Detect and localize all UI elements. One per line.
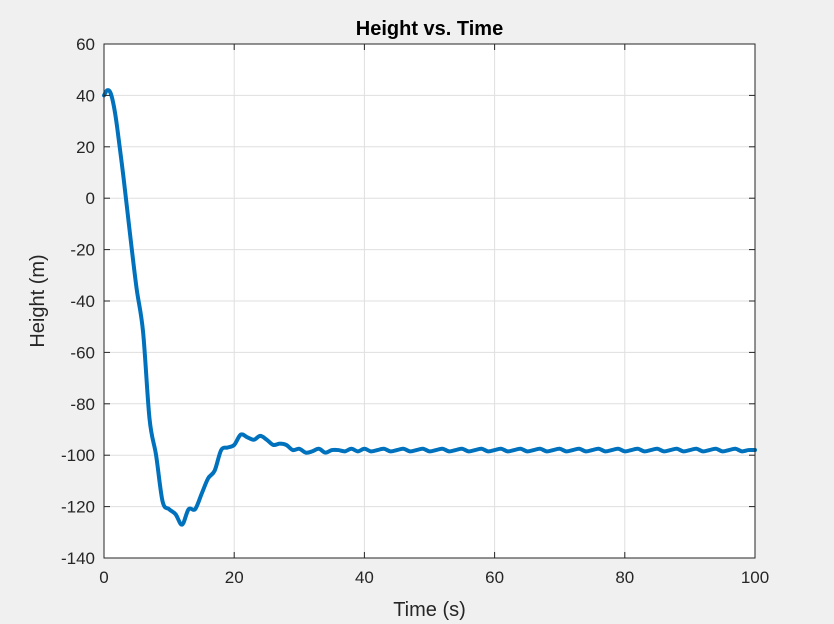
y-tick-label: -120 (61, 498, 95, 517)
y-tick-label: 20 (76, 138, 95, 157)
y-tick-label: 0 (86, 189, 95, 208)
y-tick-label: 60 (76, 35, 95, 54)
grid (103, 43, 756, 559)
x-tick-label: 20 (225, 568, 244, 587)
y-axis-ticks: -140 -120 -100 -80 -60 -40 -20 0 20 40 60 (61, 35, 755, 568)
y-tick-label: 40 (76, 86, 95, 105)
series-layer (102, 88, 757, 527)
x-axis-ticks: 0 20 40 60 80 100 (99, 44, 769, 587)
height-series-line (102, 88, 757, 527)
x-axis-label: Time (s) (393, 599, 466, 621)
x-tick-label: 0 (99, 568, 108, 587)
chart-title: Height vs. Time (356, 18, 503, 40)
y-tick-label: -100 (61, 446, 95, 465)
y-tick-label: -40 (70, 292, 95, 311)
x-tick-label: 100 (741, 568, 769, 587)
y-tick-label: -140 (61, 549, 95, 568)
y-axis-label: Height (m) (27, 254, 49, 347)
y-tick-label: -20 (70, 241, 95, 260)
y-tick-label: -80 (70, 395, 95, 414)
x-tick-label: 60 (485, 568, 504, 587)
y-tick-label: -60 (70, 343, 95, 362)
x-tick-label: 80 (615, 568, 634, 587)
x-tick-label: 40 (355, 568, 374, 587)
